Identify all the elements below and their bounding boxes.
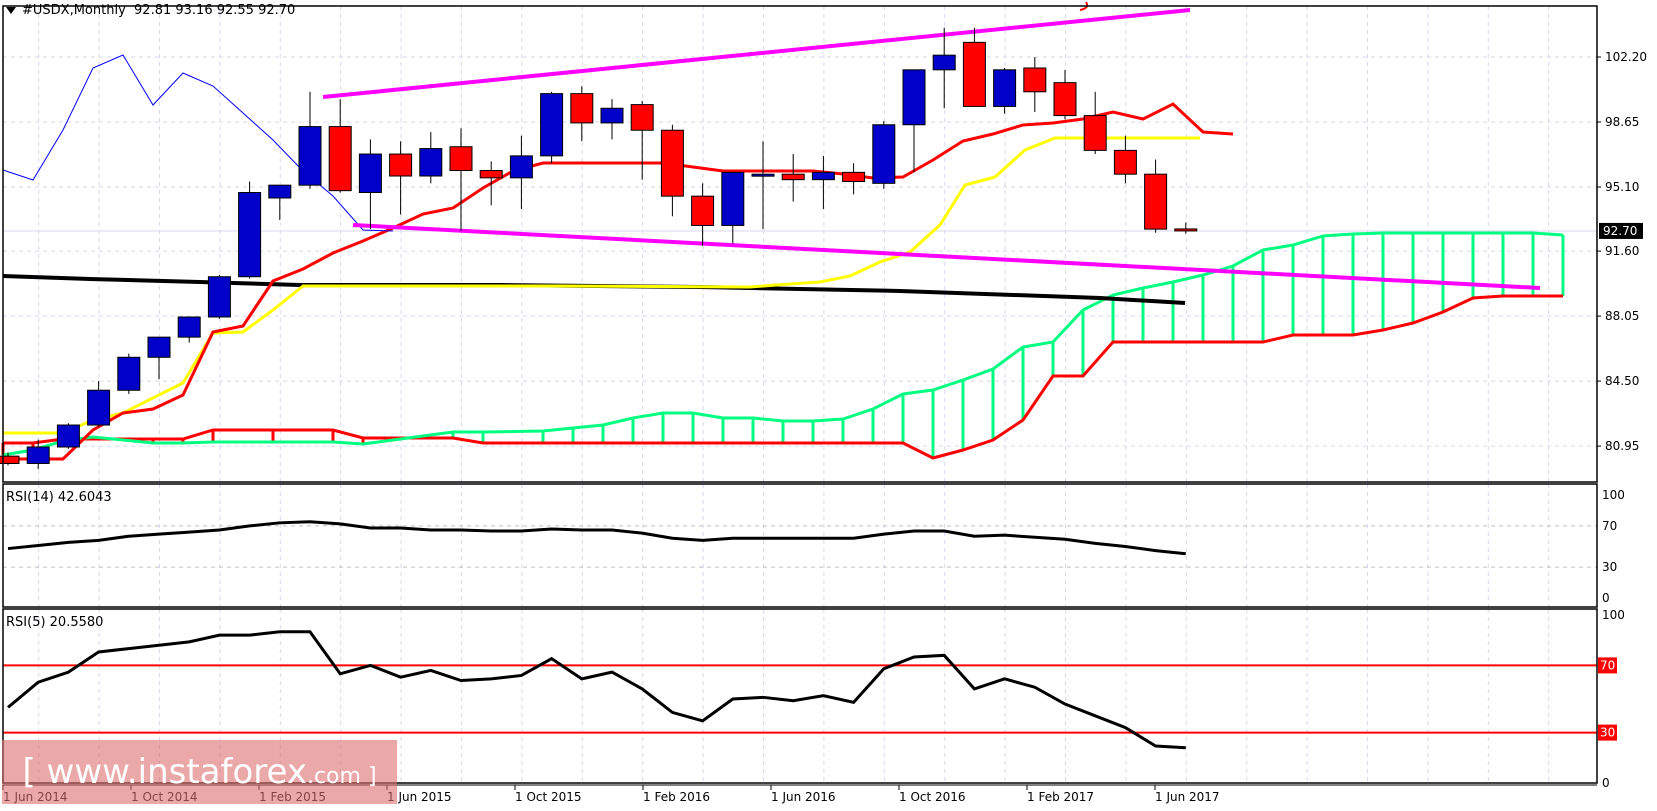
candle-body [117,356,141,391]
ichimoku-cloud [1,231,1565,460]
price-tick-label: 98.65 [1605,115,1639,129]
candle-body [993,69,1017,107]
chikou-line [2,54,394,232]
candle-body [842,171,866,183]
candle-body [902,69,926,126]
time-tick-label: 1 Jun 2017 [1155,790,1220,804]
rsi5-line [7,630,1186,750]
candle-body [660,129,684,197]
candle-body [268,184,292,199]
senkou-a-line [2,231,1564,457]
candle-body [26,446,50,464]
candle-body [721,171,745,226]
rsi14-tick-label: 30 [1602,560,1617,574]
rsi5-tick-label: 100 [1602,608,1625,622]
candle-body [1023,67,1047,93]
candle-body [962,41,986,107]
price-tick-label: 95.10 [1605,180,1639,194]
candle-body [147,336,171,358]
candle-body [479,170,503,179]
rsi14-line [7,520,1186,556]
rsi14-tick-label: 70 [1602,519,1617,533]
annotation-mark [1079,1,1089,11]
candle-body [751,173,775,177]
time-tick-label: 1 Jun 2016 [771,790,836,804]
candle-body [207,276,231,318]
rsi5-tick-label: 70 [1600,658,1615,672]
chart-title: #USDX,Monthly 92.81 93.16 92.55 92.70 [6,3,295,18]
rsi5-tick-label: 0 [1602,776,1610,790]
price-tick-label: 88.05 [1605,309,1639,323]
price-tick-label: 80.95 [1605,439,1639,453]
symbol-label: #USDX,Monthly [22,3,126,18]
time-tick-label: 1 Oct 2016 [899,790,966,804]
rsi5-tick-label: 30 [1600,726,1615,740]
candle-body [1113,149,1137,175]
candle-body [419,148,443,177]
candle-body [358,153,382,193]
candle-body [449,146,473,172]
candle-body [87,389,111,426]
candle-body [1144,173,1168,230]
rsi5-label: RSI(5) 20.5580 [6,615,104,630]
upper-trendline [322,8,1191,99]
panel-frame-2 [2,608,1598,784]
price-tick-label: 84.50 [1605,374,1639,388]
senkou-b-line [3,294,1563,460]
price-tick-label: 102.20 [1605,50,1647,64]
current-price-box [1599,222,1643,239]
candle-body [56,424,80,448]
candles [0,27,1198,469]
tenkan-line [3,102,1234,461]
candle-body [0,455,20,464]
dropdown-triangle-icon[interactable] [6,7,16,14]
panel-frames [2,5,1598,784]
indicator-lines [2,1,1541,461]
candle-body [1053,82,1077,117]
candle-body [509,155,533,179]
kijun-line [3,136,1200,435]
candle-body [540,93,564,157]
candle-body [328,126,352,192]
candle-body [298,126,322,186]
price-tick-label: 91.60 [1605,244,1639,258]
ohlc-values: 92.81 93.16 92.55 92.70 [134,3,296,18]
candle-body [781,173,805,181]
rsi5-level-badge [1598,657,1617,674]
candle-body [177,316,201,338]
rsi-panels [3,520,1597,750]
candle-body [570,93,594,124]
time-tick-label: 1 Feb 2017 [1027,790,1094,804]
rsi14-tick-label: 100 [1602,488,1625,502]
lower-trendline [352,223,1541,290]
rsi14-label: RSI(14) 42.6043 [6,490,112,505]
candle-body [811,171,835,181]
watermark: [ www.instaforex.com ] [2,740,397,804]
candle-body [691,195,715,226]
candle-body [630,104,654,131]
time-tick-label: 1 Jun 2015 [387,790,452,804]
panel-frame-1 [2,483,1598,608]
panel-frame-0 [2,5,1598,483]
candle-body [600,107,624,124]
candle-body [1083,115,1107,151]
candle-body [932,54,956,71]
rsi14-tick-label: 0 [1602,591,1610,605]
candle-body [1174,228,1198,232]
rsi5-level-badge [1598,724,1617,741]
candle-body [238,191,262,278]
candle-body [872,124,896,184]
current-price-label: 92.70 [1603,224,1637,238]
candle-body [389,153,413,177]
time-tick-label: 1 Oct 2015 [515,790,582,804]
time-tick-label: 1 Feb 2016 [643,790,710,804]
